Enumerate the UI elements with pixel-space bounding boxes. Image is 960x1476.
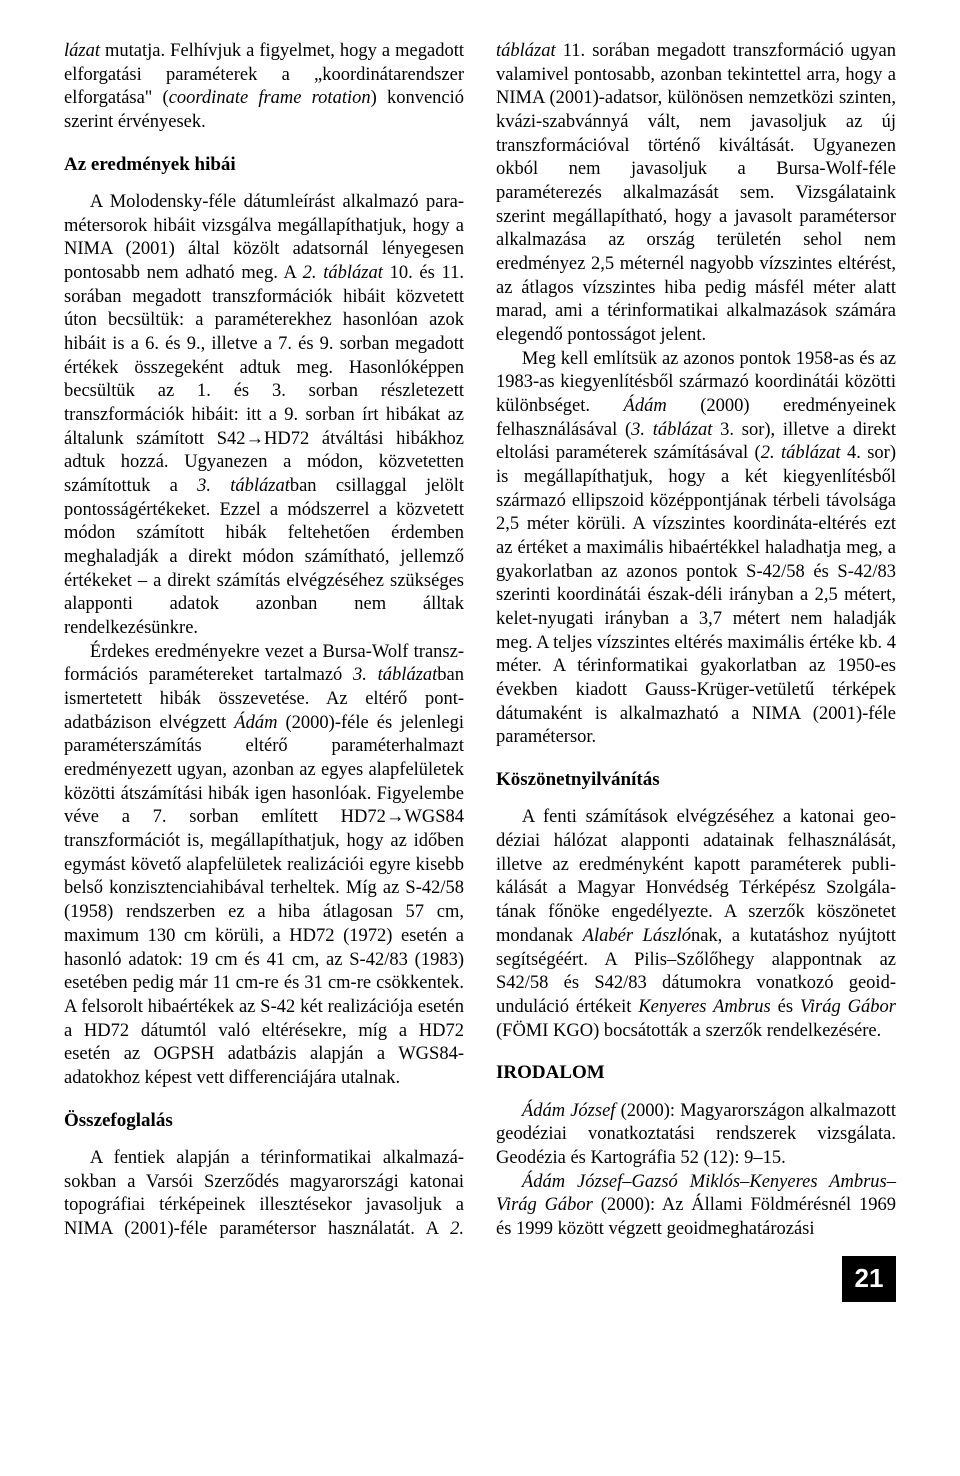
page: lázat mutatja. Felhívjuk a figyelmet, ho… [0,0,960,1362]
heading-references: IRODALOM [496,1061,896,1085]
paragraph-errors-1: A Molodensky-féle dátumleírást alkalmazó… [64,191,464,641]
paragraph-summary-3: Meg kell említsük az azonos pontok 1958-… [496,348,896,750]
reference-2: Ádám József–Gazsó Miklós–Kenyeres Ambrus… [496,1171,896,1242]
heading-errors: Az eredmények hibái [64,153,464,177]
reference-1: Ádám József (2000): Magyarországon alkal… [496,1100,896,1171]
paragraph-errors-2: Érdekes eredményekre vezet a Bursa-Wolf … [64,641,464,1091]
paragraph-intro: lázat mutatja. Felhívjuk a figyelmet, ho… [64,40,464,135]
heading-thanks: Köszönetnyilvánítás [496,768,896,792]
two-column-text: lázat mutatja. Felhívjuk a figyelmet, ho… [64,40,896,1242]
page-number-container: 21 [64,1242,896,1302]
paragraph-thanks: A fenti számítások elvégzéséhez a katona… [496,806,896,1043]
page-number: 21 [842,1256,896,1302]
heading-summary: Összefoglalás [64,1109,464,1133]
